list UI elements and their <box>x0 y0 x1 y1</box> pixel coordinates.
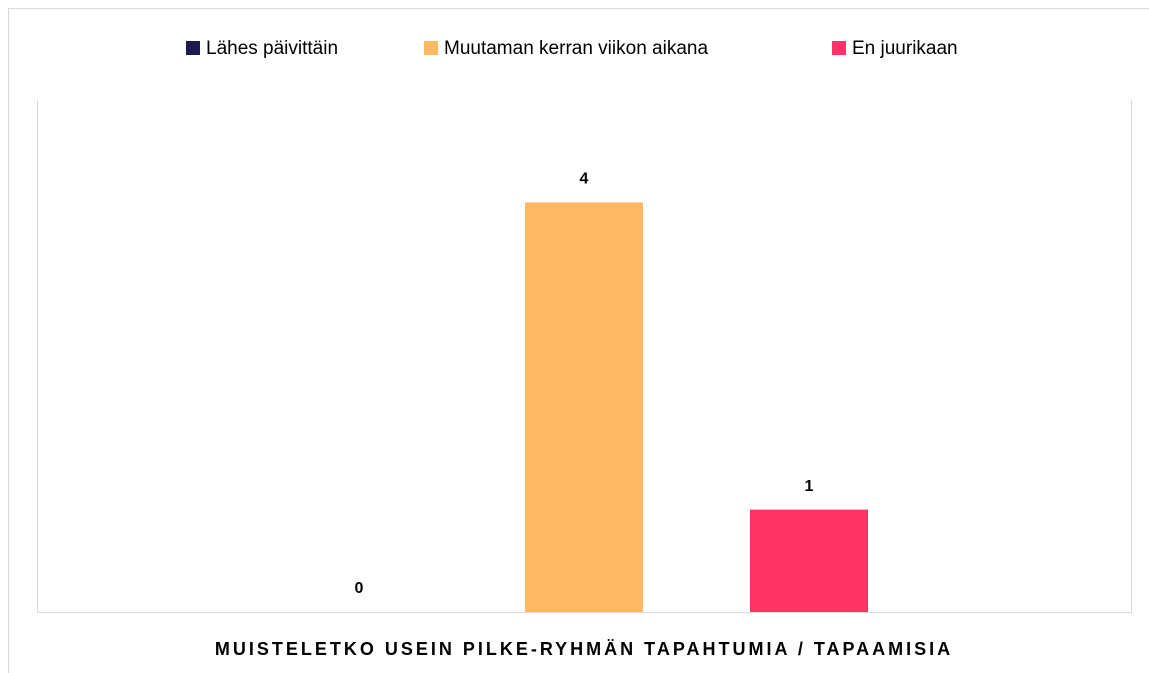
bar <box>525 202 643 612</box>
legend-text: En juurikaan <box>852 38 958 59</box>
bar <box>750 509 868 612</box>
value-label: 4 <box>580 171 589 188</box>
legend-text: Muutaman kerran viikon aikana <box>444 38 708 59</box>
chart-frame <box>8 8 1149 673</box>
legend-swatch <box>424 41 438 55</box>
plot-frame <box>37 100 1132 613</box>
category-label: MUISTELETKO USEIN PILKE-RYHMÄN TAPAHTUMI… <box>215 639 953 659</box>
legend-swatch <box>186 41 200 55</box>
legend-text: Lähes päivittäin <box>206 38 338 59</box>
value-label: 0 <box>355 580 364 597</box>
value-label: 1 <box>805 478 814 495</box>
legend-swatch <box>832 41 846 55</box>
